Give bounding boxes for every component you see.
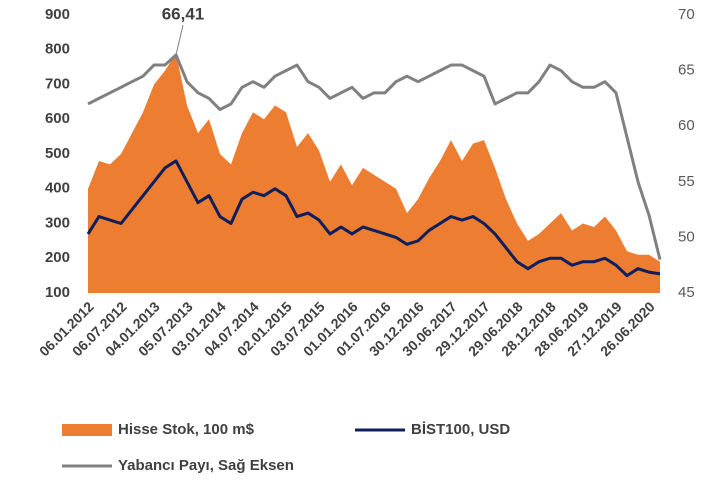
y2-tick-label: 45 [678, 284, 695, 301]
y-tick-label: 400 [45, 180, 70, 197]
y2-tick-label: 55 [678, 173, 695, 190]
y2-tick-label: 50 [678, 228, 695, 245]
legend-swatch [62, 424, 112, 436]
y-tick-label: 200 [45, 249, 70, 266]
line [87, 53, 662, 261]
y2-tick-label: 60 [678, 117, 695, 134]
y-tick-label: 700 [45, 75, 70, 92]
y-tick-label: 300 [45, 214, 70, 231]
y-tick-label: 800 [45, 41, 70, 58]
area [88, 53, 660, 293]
y-tick-label: 900 [45, 6, 70, 23]
line [86, 159, 661, 278]
y2-tick-label: 70 [678, 6, 695, 23]
y-tick-label: 600 [45, 110, 70, 127]
y-tick-label: 500 [45, 145, 70, 162]
legend-label: Hisse Stok, 100 m$ [118, 421, 255, 438]
y2-tick-label: 65 [678, 62, 695, 79]
y-tick-label: 100 [45, 284, 70, 301]
legend-label: BİST100, USD [411, 421, 510, 438]
annotation: 66,41 [162, 4, 205, 23]
legend-label: Yabancı Payı, Sağ Eksen [118, 457, 294, 474]
annotation-leader [175, 24, 184, 56]
